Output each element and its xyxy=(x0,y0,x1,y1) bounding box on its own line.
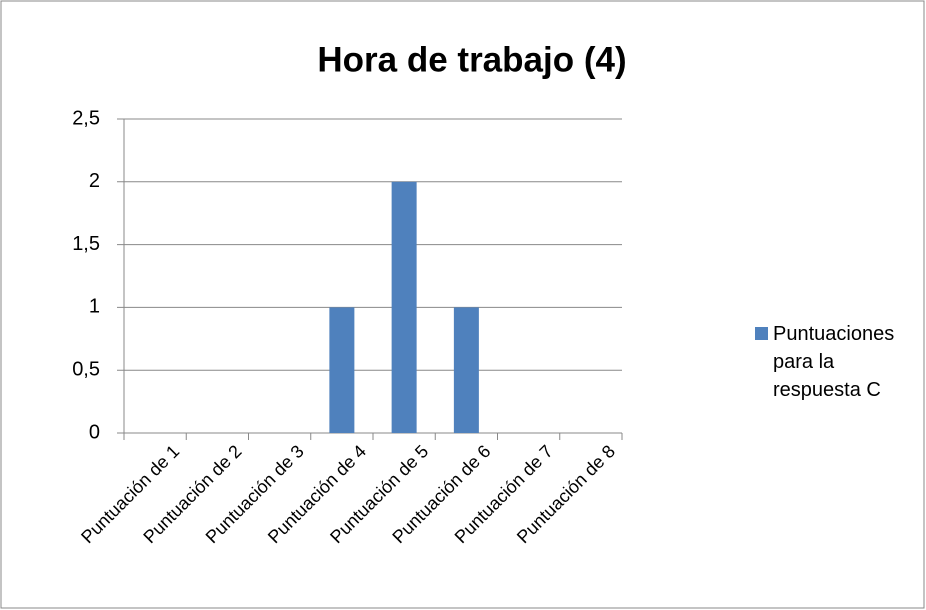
y-tick-label: 2 xyxy=(89,170,100,192)
legend-swatch xyxy=(755,327,768,340)
chart-title: Hora de trabajo (4) xyxy=(317,40,626,79)
y-tick-label: 0 xyxy=(89,421,100,443)
bar xyxy=(329,307,355,433)
y-tick-label: 1 xyxy=(89,296,100,318)
y-tick-label: 1,5 xyxy=(72,233,100,255)
y-tick-label: 0,5 xyxy=(72,358,100,380)
bar xyxy=(453,307,479,433)
y-tick-label: 2,5 xyxy=(72,107,100,129)
legend-entry: Puntuaciones para la respuesta C xyxy=(773,323,895,401)
bar xyxy=(391,181,417,433)
